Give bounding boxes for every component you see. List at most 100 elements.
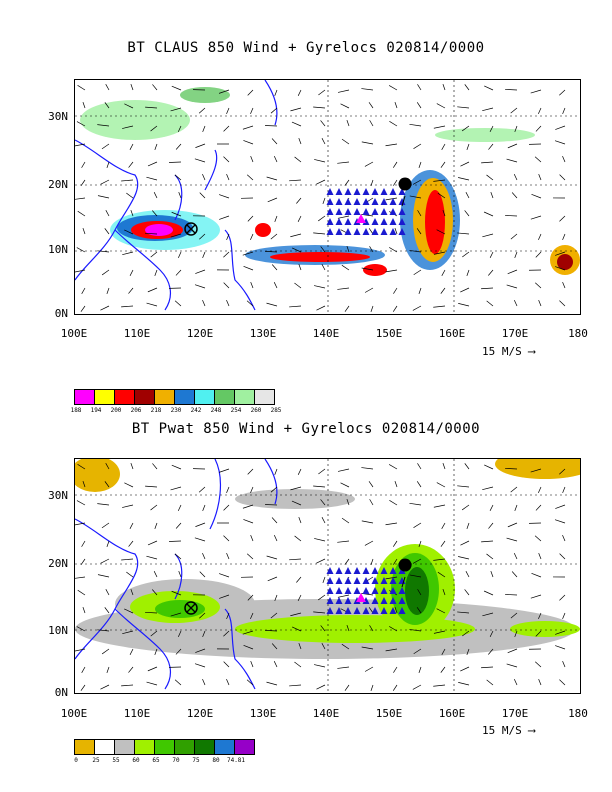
wind-arrow [175,522,182,529]
wind-arrow [147,161,158,167]
claus-map [74,79,581,315]
wind-arrow [505,467,518,470]
legend-swatch [135,740,155,754]
wind-arrow [174,679,182,686]
wind-arrow [195,269,206,274]
legend-tick: 25 [92,757,100,764]
pwat-gyre-center-triangle [356,593,366,602]
wind-arrow [223,630,230,637]
wind-arrow [266,555,278,560]
wind-arrow [489,504,494,511]
claus-map-svg [75,80,580,314]
wind-arrow [562,155,566,163]
wind-arrow [202,630,206,638]
gyre-triangle [353,587,361,594]
legend-swatch [75,740,95,754]
gyre-triangle [362,208,370,215]
wind-arrow [313,485,326,488]
wind-arrow [361,267,374,271]
wind-arrow [171,590,182,596]
legend-tick: 188 [70,407,82,414]
wind-arrow [506,158,518,163]
wind-arrow [489,125,494,132]
lon-label-160e: 160E [438,707,466,720]
gyre-triangle [335,188,343,195]
gyre-triangle [353,577,361,584]
wind-arrow [202,678,206,686]
wind-arrow [369,246,374,253]
gyre-triangle [353,228,361,235]
wind-arrow [218,194,230,199]
wind-arrow [297,594,302,601]
wind-arrow [150,504,158,511]
gyre-triangle [398,597,406,604]
wind-arrow [246,300,254,307]
wind-arrow [538,678,542,686]
wind-arrow [77,210,86,217]
gyre-triangle [326,208,334,215]
gyre-triangle [398,188,406,195]
wind-arrow [178,251,182,258]
gyre-triangle [353,208,361,215]
wind-arrow [199,612,206,619]
wind-arrow [294,282,302,289]
wind-arrow [320,246,326,253]
gyre-triangle [335,577,343,584]
wind-arrow [130,588,134,596]
wind-arrow [175,269,182,276]
gyre-triangle [380,567,388,574]
wind-arrow [389,500,398,506]
wind-arrow [484,85,494,91]
wind-arrow [385,143,398,147]
p2-lat-30n: 30N [48,489,68,502]
wind-arrow [128,287,134,294]
lon-label-140e: 140E [312,707,340,720]
wind-arrow [465,192,470,199]
gyre-triangle [326,218,334,225]
wind-arrow [409,574,422,578]
wind-arrow [266,681,278,686]
wind-arrow [313,664,326,668]
wind-arrow [412,684,422,690]
wind-arrow [507,143,518,149]
wind-arrow [460,161,470,167]
wind-arrow [346,624,350,632]
wind-arrow [531,194,542,199]
legend-tick: 70 [172,757,180,764]
wind-arrow [340,103,350,109]
gyre-triangle [362,188,370,195]
gyre-triangle [362,198,370,205]
gyre-triangle [362,567,370,574]
wind-arrow [530,468,542,473]
wind-arrow [440,540,446,547]
wind-arrow [488,143,494,150]
wind-arrow [178,191,182,199]
wind-arrow [416,481,422,488]
lon-label-150e: 150E [375,327,403,340]
gyre-triangle [344,188,352,195]
wind-arrow [128,161,134,168]
wind-arrow [80,684,86,691]
gyre-triangle [389,198,397,205]
wind-arrow [436,229,446,235]
wind-arrow [530,215,542,220]
wind-arrow [104,102,110,109]
wind-arrow [361,88,374,91]
legend-tick: 80 [212,757,220,764]
gyre-triangle [335,218,343,225]
wind-arrow [436,608,446,614]
wind-arrow [129,269,134,276]
wind-arrow [389,626,398,632]
wind-arrow [433,251,446,255]
gyre-triangle [389,228,397,235]
panel1-title: BT CLAUS 850 Wind + Gyrelocs 020814/0000 [127,40,485,56]
wind-arrow [75,269,86,273]
gyre-triangle [362,607,370,614]
wind-arrow [368,481,374,488]
wind-arrow [150,125,158,132]
wind-arrow [100,684,110,690]
wind-arrow [505,215,518,217]
gyre-triangle [335,567,343,574]
gyre-triangle [389,597,397,604]
wind-arrow [555,266,566,271]
